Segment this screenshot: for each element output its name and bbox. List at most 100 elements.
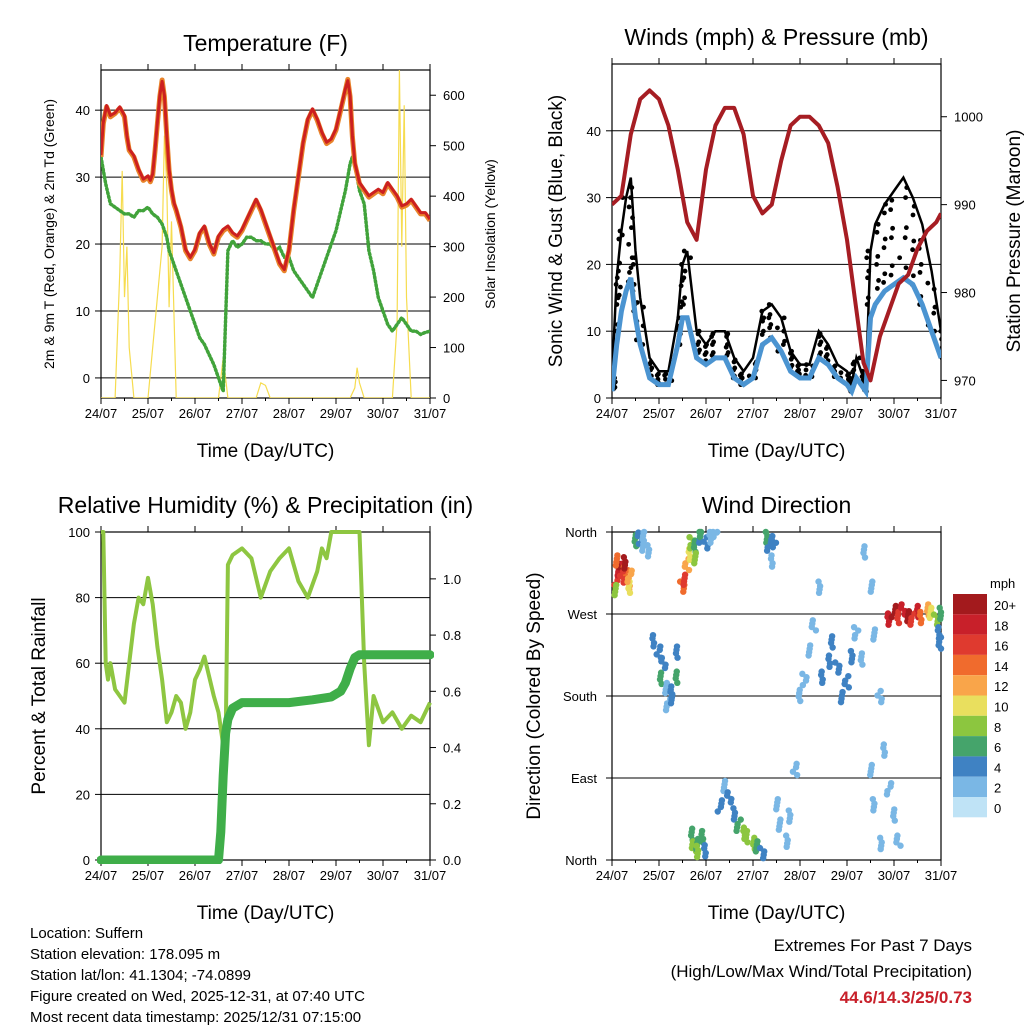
direction-point: [672, 650, 680, 657]
gust-point: [737, 372, 743, 378]
direction-point: [851, 635, 858, 642]
gust-point: [881, 245, 887, 251]
y-tick-label: 80: [76, 591, 90, 606]
legend-label: 0: [994, 801, 1001, 816]
gust-point: [662, 372, 668, 378]
y-right-tick-label: 600: [443, 88, 465, 103]
x-tick-label: 26/07: [179, 406, 212, 421]
recent-text: Most recent data timestamp: 2025/12/31 0…: [30, 1009, 362, 1026]
gust-point: [882, 271, 888, 277]
y-tick-label: 0: [83, 853, 90, 868]
direction-point: [693, 842, 700, 850]
gust-point: [897, 255, 903, 261]
gust-point: [903, 225, 909, 231]
legend-swatch: [953, 715, 987, 737]
y-right-tick-label: 500: [443, 139, 465, 154]
direction-point: [627, 570, 635, 578]
x-tick-label: 24/07: [596, 868, 629, 883]
direction-point: [763, 547, 771, 554]
direction-point: [885, 621, 892, 628]
direction-point: [685, 566, 693, 574]
direction-point: [768, 563, 776, 570]
legend-label: 8: [994, 720, 1001, 735]
direction-point: [799, 681, 807, 689]
gust-point: [723, 344, 729, 350]
legend-title: mph: [990, 576, 1015, 591]
direction-point: [937, 645, 945, 652]
direction-point: [825, 655, 832, 663]
y-tick-label: 40: [587, 124, 601, 139]
direction-point: [826, 663, 833, 671]
direction-point: [733, 827, 740, 835]
gust-point: [931, 310, 937, 316]
direction-point: [621, 565, 628, 572]
gust-point: [803, 367, 809, 373]
y-right-tick-label: 0.4: [443, 741, 461, 756]
direction-point: [727, 799, 735, 806]
extremes-info: Extremes For Past 7 Days (High/Low/Max W…: [671, 933, 972, 1011]
gust-point: [939, 336, 941, 342]
legend-label: 4: [994, 760, 1001, 775]
gust-point: [874, 229, 880, 235]
direction-point: [782, 832, 790, 839]
y-axis-title: Direction (Colored By Speed): [524, 572, 545, 819]
extremes-subtitle: (High/Low/Max Wind/Total Precipitation): [670, 962, 972, 981]
x-tick-label: 30/07: [878, 406, 911, 421]
gust-point: [627, 270, 632, 275]
direction-point: [773, 806, 780, 813]
direction-point: [662, 689, 669, 697]
gust-point: [628, 265, 634, 271]
direction-point: [687, 832, 695, 839]
legend-swatch: [953, 797, 987, 818]
y-tick-label: 60: [76, 656, 90, 671]
direction-point: [883, 791, 891, 798]
solar-insolation-line: [101, 70, 430, 398]
gust-point: [910, 247, 916, 253]
latlon-text: Station lat/lon: 41.1304; -74.0899: [30, 967, 252, 984]
x-tick-label: 29/07: [831, 406, 864, 421]
direction-point: [785, 807, 792, 814]
x-tick-label: 25/07: [643, 406, 676, 421]
legend-swatch: [953, 634, 987, 655]
plot-frame: [100, 69, 431, 399]
direction-point: [620, 554, 628, 561]
direction-point: [845, 672, 852, 680]
gust-point: [889, 263, 895, 269]
direction-point: [649, 635, 656, 642]
gust-point: [881, 280, 887, 285]
legend-label: 2: [994, 781, 1001, 796]
gust-point: [823, 354, 829, 359]
chart-title: Temperature (F): [183, 30, 348, 56]
direction-point: [639, 547, 646, 554]
direction-point: [667, 700, 675, 707]
y-tick-label: 100: [68, 525, 90, 540]
station-info: Location: Suffern Station elevation: 178…: [30, 923, 365, 1028]
direction-point: [759, 854, 767, 862]
direction-point: [707, 539, 714, 546]
legend-swatch: [953, 594, 987, 615]
direction-point: [661, 664, 669, 672]
direction-point: [672, 675, 679, 682]
gust-point: [775, 325, 780, 331]
direction-point: [656, 676, 664, 683]
chart-title: Relative Humidity (%) & Precipitation (i…: [58, 492, 473, 518]
speed-legend: mph 20+ 18 16 14 12 10 8 6 4 2 0: [953, 576, 1016, 818]
gust-point: [882, 210, 887, 216]
y-tick-label: 10: [76, 304, 90, 319]
gust-point: [864, 255, 870, 261]
chart-panel-1: 24/07 25/07 26/07 27/07 28/07 29/07 30/07 31/07…: [41, 30, 498, 462]
direction-point: [786, 818, 793, 825]
gust-point: [917, 270, 923, 275]
direction-point: [870, 636, 877, 643]
direction-point: [656, 646, 663, 654]
gust-point: [888, 272, 894, 278]
direction-point: [625, 585, 632, 592]
gust-point: [626, 204, 632, 210]
legend-label: 10: [994, 700, 1008, 715]
direction-point: [696, 533, 704, 541]
direction-point: [714, 808, 721, 815]
y-right-tick-label: 1.0: [443, 572, 461, 587]
y-tick-label: North: [565, 525, 597, 540]
x-tick-label: 29/07: [320, 406, 353, 421]
y-right-tick-label: 0: [443, 391, 450, 406]
